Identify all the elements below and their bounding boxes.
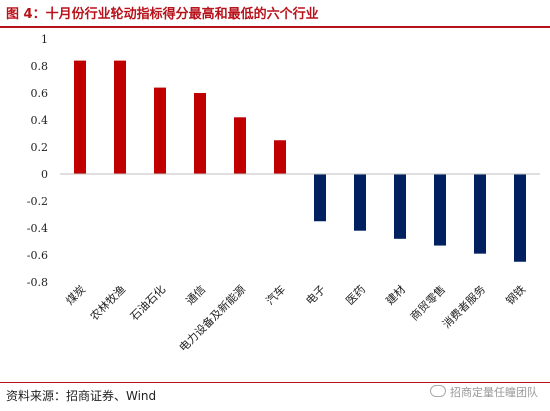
bar [154,87,166,174]
bar [394,174,406,239]
y-tick-label: 0 [41,168,48,181]
bottom-rule [0,382,550,383]
watermark: 招商定量任瞳团队 [430,384,538,400]
y-axis-tick-labels: 1 0.8 0.6 0.4 0.2 0 -0.2 -0.4 -0.6 -0.8 [27,33,48,289]
category-label: 汽车 [263,282,288,307]
y-tick-label: -0.6 [27,249,48,262]
bar [314,174,326,222]
category-label: 钢铁 [503,283,528,308]
wechat-icon [430,385,446,397]
bars [74,60,526,262]
category-label: 商贸零售 [407,282,448,323]
bar [74,60,86,174]
y-tick-label: -0.2 [27,195,48,208]
bar-chart: 1 0.8 0.6 0.4 0.2 0 -0.2 -0.4 -0.6 -0.8 煤炭 农林牧渔 石油石… [27,33,540,354]
watermark-text: 招商定量任瞳团队 [450,386,538,399]
source-note: 资料来源：招商证券、Wind [6,389,157,403]
y-tick-label: 0.2 [31,141,49,154]
y-tick-label: 0.6 [31,87,49,100]
category-label: 消费者服务 [439,282,488,331]
bar [514,174,526,262]
y-tick-label: -0.4 [27,222,48,235]
category-label: 石油石化 [127,282,168,323]
category-label: 煤炭 [63,283,88,308]
bar [474,174,486,254]
y-tick-label: 0.8 [31,60,49,73]
bar [234,117,246,174]
bar [194,93,206,174]
category-label: 建材 [383,282,408,307]
category-label: 医药 [343,283,368,308]
bar [434,174,446,246]
bar [114,60,126,174]
y-tick-label: -0.8 [27,276,48,289]
category-label: 电子 [303,283,328,308]
bar [274,140,286,174]
category-label: 农林牧渔 [87,282,128,323]
y-tick-label: 1 [41,33,48,46]
category-label: 电力设备及新能源 [176,282,248,354]
bar [354,174,366,231]
y-tick-label: 0.4 [31,114,49,127]
title-rule [0,26,550,28]
figure-title: 图 4：十月份行业轮动指标得分最高和最低的六个行业 [6,7,319,22]
category-label: 通信 [183,283,208,308]
